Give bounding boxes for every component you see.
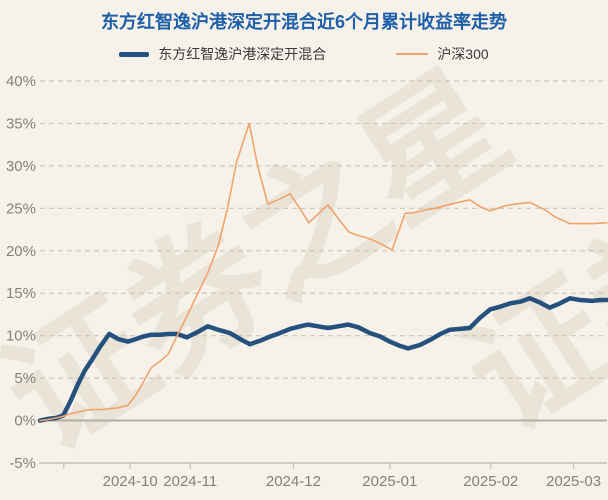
x-axis-tick-label: 2024-11 (163, 473, 217, 490)
fund-return-line (37, 296, 608, 423)
y-axis-tick-label: 10% (6, 328, 36, 345)
x-axis-tick-label: 2025-01 (362, 473, 417, 490)
page-title: 东方红智逸沪港深定开混合近6个月累计收益率走势 (100, 12, 507, 32)
legend-item-index[interactable]: 沪深300 (396, 44, 489, 64)
x-axis-tick-label: 2024-12 (266, 473, 321, 490)
y-axis-tick-label: 25% (6, 200, 36, 217)
y-axis-tick-label: -5% (9, 455, 36, 472)
y-axis-tick-label: 30% (6, 158, 36, 175)
y-axis-tick-label: 40% (6, 73, 36, 90)
x-axis-tick-label: 2025-02 (463, 473, 518, 490)
y-axis-tick-label: 0% (14, 413, 36, 430)
x-axis-tick-label: 2025-03 (546, 473, 601, 490)
y-axis-tick-label: 15% (6, 285, 36, 302)
legend-item-fund[interactable]: 东方红智逸沪港深定开混合 (119, 44, 326, 64)
legend-label-index: 沪深300 (437, 46, 489, 62)
y-axis-tick-label: 5% (14, 370, 36, 387)
x-axis-tick-label: 2024-10 (103, 473, 158, 490)
csi300-return-line (39, 122, 608, 422)
index-line-swatch (396, 53, 429, 55)
fund-line-swatch (119, 51, 150, 57)
legend: 东方红智逸沪港深定开混合 沪深300 (0, 44, 608, 64)
y-axis-tick-label: 20% (6, 243, 36, 260)
legend-label-fund: 东方红智逸沪港深定开混合 (158, 46, 327, 62)
y-axis-tick-label: 35% (6, 115, 36, 132)
